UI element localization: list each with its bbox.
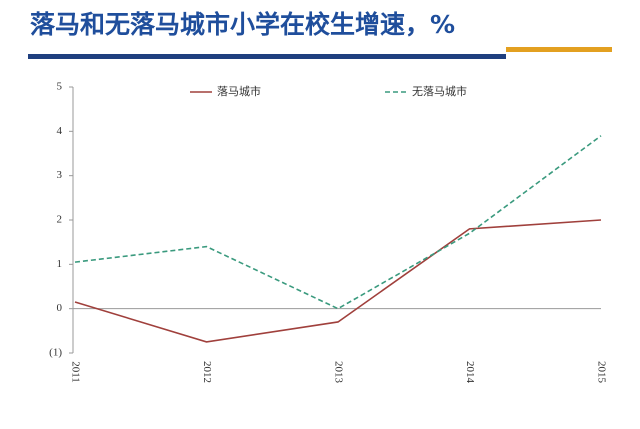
x-tick-label: 2014 bbox=[464, 361, 476, 384]
y-tick-label: 4 bbox=[57, 125, 63, 137]
y-tick-label: 3 bbox=[57, 169, 63, 181]
chart-title: 落马和无落马城市小学在校生增速，% bbox=[30, 10, 455, 39]
x-tick-label: 2015 bbox=[595, 361, 607, 384]
legend-label: 无落马城市 bbox=[412, 84, 467, 98]
y-tick-label: 0 bbox=[57, 302, 63, 314]
title-rule bbox=[28, 54, 506, 59]
legend-label: 落马城市 bbox=[217, 84, 261, 98]
series-line bbox=[74, 135, 602, 310]
y-tick-label: 5 bbox=[57, 81, 63, 93]
y-tick-label: 1 bbox=[57, 258, 63, 270]
y-tick-label: 2 bbox=[57, 214, 63, 226]
x-tick-label: 2012 bbox=[201, 361, 213, 383]
series-line bbox=[74, 219, 602, 343]
y-tick-label: (1) bbox=[49, 347, 62, 359]
x-tick-label: 2013 bbox=[332, 361, 344, 384]
x-tick-label: 2011 bbox=[69, 361, 81, 383]
title-rule-accent bbox=[506, 47, 612, 52]
